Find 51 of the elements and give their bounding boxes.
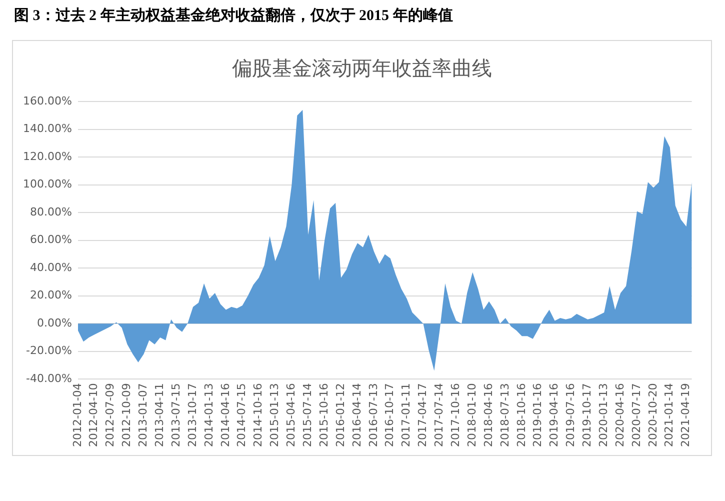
x-tick-label: 2012-04-10: [87, 383, 100, 448]
x-tick-label: 2019-07-16: [564, 383, 578, 448]
x-tick-label: 2013-04-11: [153, 383, 166, 448]
y-tick-label: 40.00%: [30, 260, 72, 274]
x-tick-label: 2018-10-16: [514, 383, 528, 448]
chart-title: 图 3：过去 2 年主动权益基金绝对收益翻倍，仅次于 2015 年的峰值: [14, 6, 453, 25]
x-tick-label: 2020-10-20: [646, 383, 660, 448]
y-tick-label: 20.00%: [30, 288, 72, 302]
x-tick-label: 2018-07-13: [498, 383, 512, 448]
x-tick-label: 2016-07-13: [366, 383, 380, 448]
x-tick-label: 2020-01-13: [596, 383, 610, 448]
x-tick-label: 2017-07-14: [432, 383, 446, 448]
x-tick-label: 2012-07-09: [104, 383, 117, 448]
x-tick-label: 2017-01-11: [400, 383, 413, 448]
x-tick-label: 2020-04-16: [613, 383, 626, 448]
x-tick-label: 2015-04-16: [284, 383, 298, 448]
x-tick-label: 2013-07-15: [169, 383, 182, 448]
x-tick-label: 2017-04-17: [416, 383, 430, 448]
x-tick-label: 2015-01-13: [268, 383, 282, 448]
x-tick-label: 2012-01-04: [70, 383, 84, 448]
x-tick-label: 2014-07-15: [235, 383, 248, 448]
x-tick-label: 2015-10-16: [317, 383, 330, 448]
y-tick-label: 100.00%: [22, 178, 72, 191]
x-tick-label: 2014-01-13: [202, 383, 216, 448]
x-tick-label: 2018-04-16: [482, 383, 495, 448]
x-tick-label: 2017-10-16: [448, 383, 462, 448]
x-tick-label: 2012-10-09: [120, 383, 134, 448]
chart-subtitle: 偏股基金滚动两年收益率曲线: [231, 55, 493, 82]
x-tick-label: 2019-04-16: [548, 383, 561, 448]
y-tick-label: 140.00%: [22, 122, 72, 136]
x-tick-label: 2016-10-17: [383, 383, 396, 448]
y-tick-label: 60.00%: [30, 233, 72, 246]
x-tick-label: 2016-04-14: [350, 383, 364, 448]
x-tick-label: 2014-10-16: [252, 383, 265, 448]
y-tick-label: 120.00%: [22, 150, 72, 163]
y-tick-label: 80.00%: [30, 205, 72, 218]
y-tick-label: -40.00%: [26, 372, 72, 385]
x-tick-label: 2021-01-14: [662, 383, 676, 448]
x-tick-label: 2016-01-12: [334, 383, 347, 448]
x-tick-label: 2013-10-17: [186, 383, 199, 448]
x-tick-label: 2019-10-17: [580, 383, 594, 448]
x-tick-label: 2015-07-14: [301, 383, 314, 448]
x-tick-label: 2013-01-07: [136, 383, 150, 448]
y-tick-label: -20.00%: [26, 344, 72, 358]
y-tick-label: 0.00%: [36, 316, 72, 330]
x-tick-label: 2019-01-16: [531, 383, 544, 448]
x-tick-label: 2020-07-17: [630, 383, 643, 448]
x-tick-label: 2018-01-10: [465, 383, 478, 448]
y-tick-label: 160.00%: [22, 94, 72, 108]
x-tick-label: 2014-04-16: [218, 383, 232, 448]
x-tick-label: 2021-04-19: [679, 383, 692, 448]
